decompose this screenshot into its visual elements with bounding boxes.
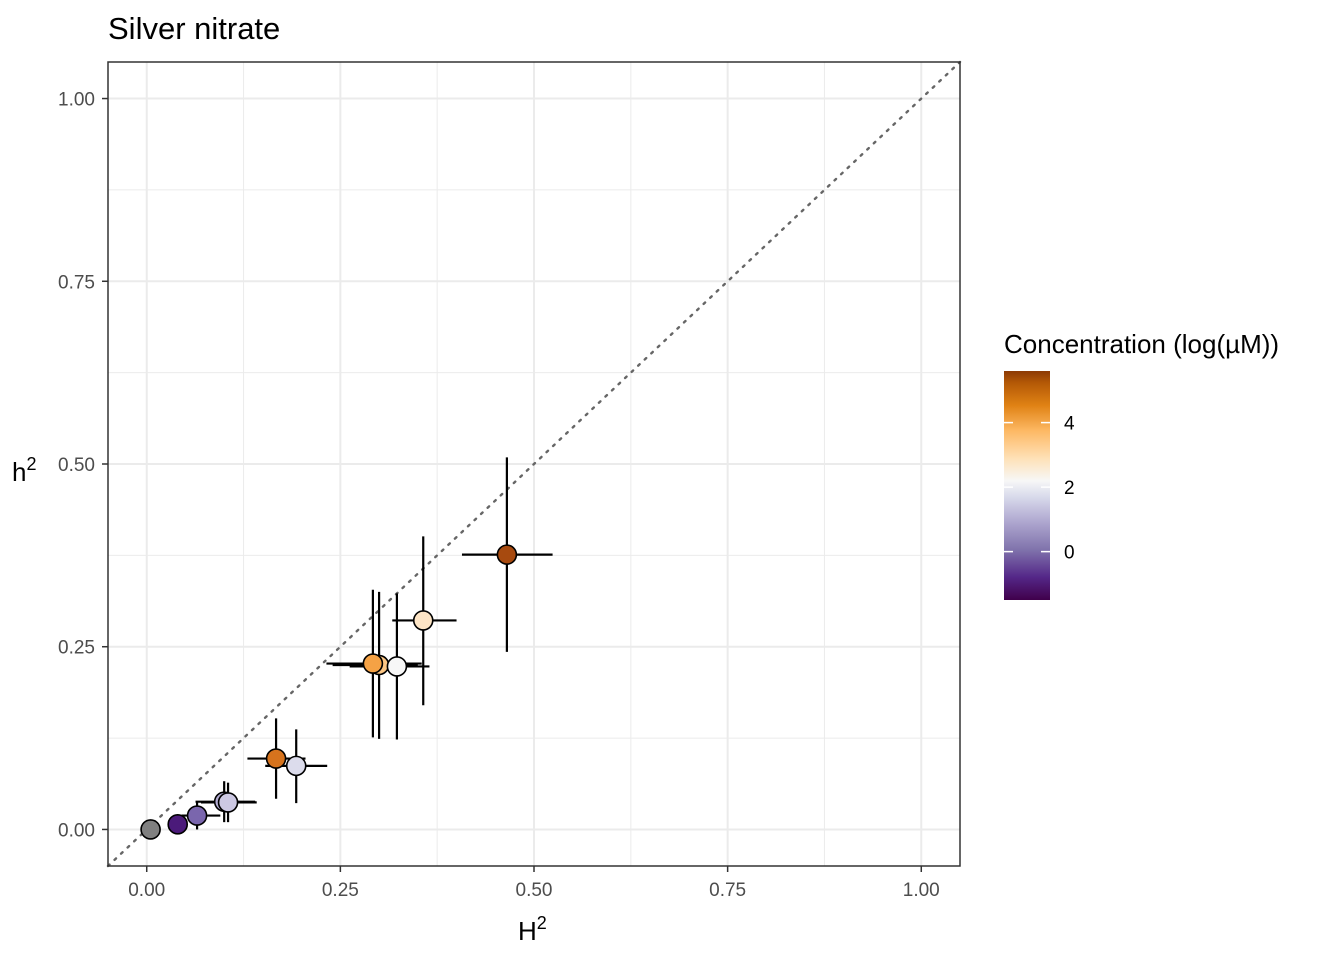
x-tick-label: 1.00 xyxy=(903,880,940,901)
data-point xyxy=(217,792,239,813)
y-tick-label: 0.50 xyxy=(58,455,95,476)
data-point xyxy=(412,610,434,631)
y-axis-title: h2 xyxy=(12,454,36,487)
legend-tick-label: 4 xyxy=(1064,414,1075,435)
y-tick-label: 0.25 xyxy=(58,638,95,659)
x-tick-label: 0.50 xyxy=(516,880,553,901)
data-point xyxy=(285,755,307,777)
y-axis-title-base: h xyxy=(12,457,26,487)
legend-colorbar xyxy=(1004,371,1050,600)
data-point xyxy=(265,748,287,769)
data-points xyxy=(140,544,518,840)
data-point xyxy=(386,656,408,677)
x-tick-label: 0.00 xyxy=(128,880,165,901)
y-tick-label: 1.00 xyxy=(58,90,95,111)
chart-title: Silver nitrate xyxy=(108,11,280,46)
legend: Concentration (log(µM)) 0 2 4 xyxy=(1004,329,1279,600)
legend-tick-label: 2 xyxy=(1064,478,1075,499)
data-point xyxy=(362,653,384,674)
y-axis-title-sup: 2 xyxy=(26,454,36,474)
x-axis-title-sup: 2 xyxy=(537,913,547,933)
x-tick-label: 0.75 xyxy=(709,880,746,901)
y-tick-label: 0.00 xyxy=(58,820,95,841)
legend-title: Concentration (log(µM)) xyxy=(1004,329,1279,359)
y-tick-label: 0.75 xyxy=(58,272,95,293)
identity-line xyxy=(106,60,962,868)
legend-tick-label: 0 xyxy=(1064,543,1075,564)
x-tick-label: 0.25 xyxy=(322,880,359,901)
data-point xyxy=(140,819,161,840)
data-point xyxy=(496,544,518,565)
axes: 0.00 0.25 0.50 0.75 1.00 0.00 0.25 0.50 0.75 1.00 xyxy=(58,61,961,901)
data-point xyxy=(167,814,189,835)
data-point xyxy=(186,805,208,826)
x-axis-title-base: H xyxy=(518,916,537,946)
reference-line xyxy=(106,60,962,868)
x-axis-title: H2 xyxy=(518,913,547,946)
